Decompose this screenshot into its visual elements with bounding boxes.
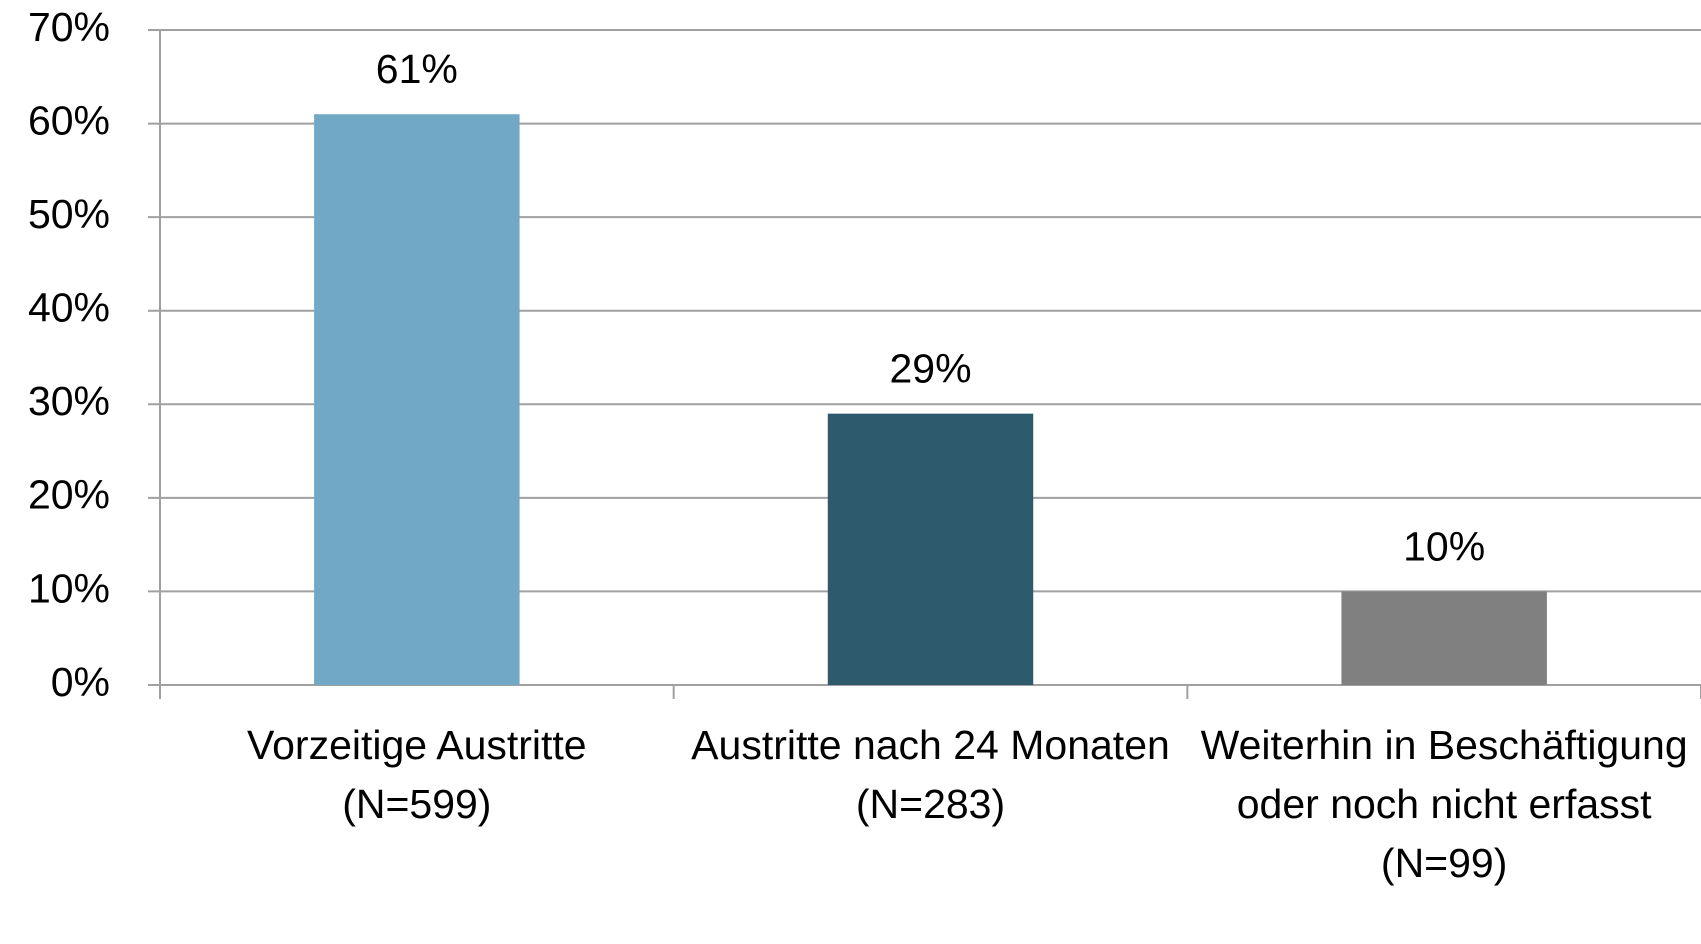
bar [314,114,520,685]
bar [827,413,1034,685]
y-tick-label: 50% [28,191,110,237]
y-tick-label: 40% [28,285,110,331]
x-tick-label: Vorzeitige Austritte (N=599) [247,722,587,827]
y-tick-label: 70% [28,4,110,50]
y-tick-label: 0% [51,659,110,705]
y-tick-label: 20% [28,472,110,518]
value-label: 29% [889,345,971,391]
x-tick-label: Weiterhin in Beschäftigung oder noch nic… [1200,722,1688,886]
y-tick-label: 30% [28,378,110,424]
value-label: 10% [1403,523,1485,569]
value-label: 61% [376,46,458,92]
y-tick-label: 60% [28,97,110,143]
bar [1341,591,1547,685]
x-tick-label: Austritte nach 24 Monaten (N=283) [691,722,1170,827]
y-tick-label: 10% [28,565,110,611]
